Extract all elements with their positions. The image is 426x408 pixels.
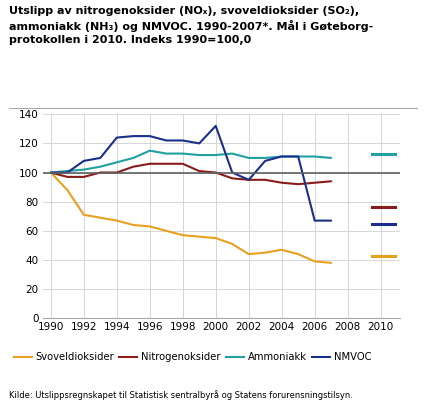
Text: Utslipp av nitrogenoksider (NOₓ), svoveldioksider (SO₂),
ammoniakk (NH₃) og NMVO: Utslipp av nitrogenoksider (NOₓ), svovel… <box>9 6 373 45</box>
Text: Kilde: Utslippsregnskapet til Statistisk sentralbyrå og Statens forurensningstil: Kilde: Utslippsregnskapet til Statistisk… <box>9 390 352 400</box>
Legend: Svoveldioksider, Nitrogenoksider, Ammoniakk, NMVOC: Svoveldioksider, Nitrogenoksider, Ammoni… <box>14 352 371 362</box>
